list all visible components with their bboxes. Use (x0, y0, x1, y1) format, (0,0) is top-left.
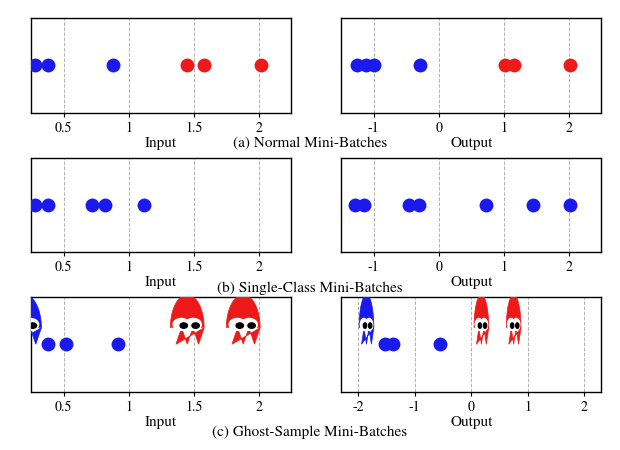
X-axis label: Input: Input (145, 415, 177, 429)
Point (565, 201, 575, 208)
Point (404, 201, 414, 208)
X-axis label: Output: Output (450, 136, 492, 150)
Point (257, 62, 267, 69)
Circle shape (476, 319, 482, 330)
Circle shape (192, 323, 199, 328)
Circle shape (484, 323, 487, 328)
Circle shape (508, 319, 515, 330)
Point (414, 201, 424, 208)
Point (113, 341, 123, 348)
Point (30, 201, 40, 208)
Point (565, 62, 575, 69)
Point (359, 201, 369, 208)
X-axis label: Input: Input (145, 276, 177, 289)
Point (43, 341, 53, 348)
Point (350, 201, 360, 208)
Circle shape (173, 319, 190, 330)
PathPatch shape (507, 295, 521, 344)
Circle shape (368, 323, 372, 328)
Point (17, 201, 27, 208)
Point (361, 62, 371, 69)
Circle shape (363, 323, 366, 328)
Circle shape (510, 323, 514, 328)
Point (500, 62, 510, 69)
PathPatch shape (170, 295, 204, 344)
Point (435, 341, 445, 348)
Text: (b) Single-Class Mini-Batches: (b) Single-Class Mini-Batches (217, 281, 403, 295)
Circle shape (17, 323, 25, 328)
Circle shape (236, 323, 244, 328)
Circle shape (478, 323, 482, 328)
Point (30, 62, 40, 69)
Point (368, 62, 378, 69)
Point (17, 62, 27, 69)
Point (352, 62, 362, 69)
Point (182, 62, 192, 69)
Point (61, 341, 71, 348)
Circle shape (22, 319, 38, 330)
Point (528, 201, 538, 208)
Point (508, 62, 518, 69)
Point (108, 62, 118, 69)
PathPatch shape (226, 295, 260, 344)
PathPatch shape (7, 295, 42, 344)
Circle shape (241, 319, 257, 330)
Circle shape (365, 319, 373, 330)
Circle shape (180, 323, 187, 328)
PathPatch shape (474, 295, 489, 344)
Circle shape (516, 323, 519, 328)
Circle shape (248, 323, 255, 328)
Circle shape (360, 319, 368, 330)
X-axis label: Output: Output (450, 276, 492, 289)
Point (388, 341, 398, 348)
Point (199, 62, 209, 69)
Point (480, 201, 490, 208)
Point (415, 62, 425, 69)
Circle shape (513, 319, 520, 330)
Text: (c) Ghost-Sample Mini-Batches: (c) Ghost-Sample Mini-Batches (213, 425, 407, 439)
Point (140, 201, 149, 208)
Circle shape (185, 319, 202, 330)
Circle shape (29, 323, 37, 328)
Circle shape (11, 319, 27, 330)
Point (87, 201, 97, 208)
X-axis label: Input: Input (145, 136, 177, 150)
Circle shape (480, 319, 487, 330)
Text: (a) Normal Mini-Batches: (a) Normal Mini-Batches (233, 137, 387, 151)
X-axis label: Output: Output (450, 415, 492, 429)
Point (43, 201, 53, 208)
PathPatch shape (359, 295, 374, 344)
Circle shape (229, 319, 246, 330)
Point (100, 201, 110, 208)
Point (43, 62, 53, 69)
Point (380, 341, 390, 348)
